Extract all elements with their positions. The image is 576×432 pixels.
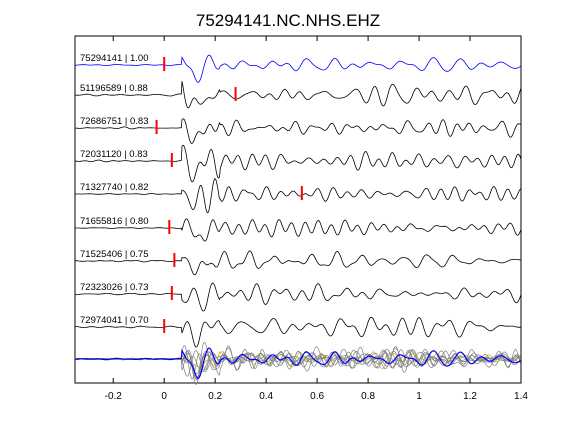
trace-label-2: 72686751 | 0.83 bbox=[80, 116, 149, 127]
x-tick-label-1: 0 bbox=[161, 391, 167, 402]
traces-group bbox=[74, 54, 522, 348]
x-tick-label-7: 1.2 bbox=[463, 391, 477, 402]
trace-label-8: 72974041 | 0.70 bbox=[80, 315, 149, 326]
x-tick-label-4: 0.6 bbox=[310, 391, 324, 402]
plot-frame bbox=[74, 35, 522, 384]
trace-label-0: 75294141 | 1.00 bbox=[80, 53, 149, 64]
x-tick-label-8: 1.4 bbox=[514, 391, 528, 402]
trace-line-0 bbox=[74, 54, 521, 83]
trace-line-4 bbox=[74, 178, 521, 213]
trace-line-1 bbox=[75, 81, 522, 109]
stack-trace-7 bbox=[74, 345, 522, 380]
trace-label-7: 72323026 | 0.73 bbox=[80, 282, 149, 293]
overlay-stack-group bbox=[74, 341, 522, 385]
trace-label-6: 71525406 | 0.75 bbox=[80, 249, 149, 260]
trace-line-3 bbox=[74, 144, 522, 183]
trace-label-1: 51196589 | 0.88 bbox=[80, 83, 148, 94]
trace-labels-group: 75294141 | 1.00 51196589 | 0.88 72686751 |… bbox=[80, 53, 149, 326]
x-tick-label-2: 0.2 bbox=[208, 391, 222, 402]
chart-title: 75294141.NC.NHS.EHZ bbox=[196, 11, 380, 30]
picks-group bbox=[155, 57, 303, 333]
x-tick-label-3: 0.4 bbox=[259, 391, 273, 402]
trace-line-7 bbox=[75, 282, 522, 312]
x-tick-label-6: 1 bbox=[416, 391, 422, 402]
trace-label-3: 72031120 | 0.83 bbox=[80, 149, 148, 160]
trace-label-5: 71655816 | 0.80 bbox=[80, 216, 149, 227]
trace-line-2 bbox=[75, 118, 521, 145]
trace-line-8 bbox=[75, 316, 521, 348]
x-tick-label-5: 0.8 bbox=[361, 391, 375, 402]
trace-line-6 bbox=[75, 250, 521, 276]
x-tick-label-0: -0.2 bbox=[105, 391, 123, 402]
trace-line-5 bbox=[74, 218, 522, 242]
x-axis: -0.2 0 0.2 0.4 0.6 0.8 1 1.2 1.4 bbox=[105, 36, 528, 402]
trace-label-4: 71327740 | 0.82 bbox=[80, 182, 149, 193]
stack-reference-trace bbox=[75, 347, 522, 379]
